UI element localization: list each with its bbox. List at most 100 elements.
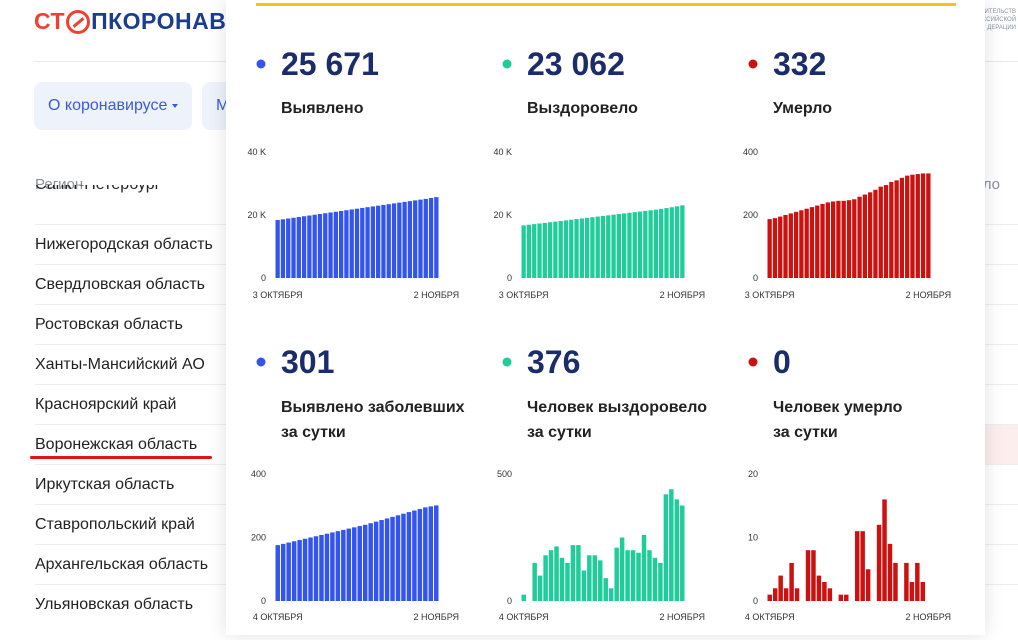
bar	[319, 534, 324, 601]
bar	[889, 181, 894, 278]
bar	[643, 210, 648, 278]
table-header: ло	[982, 176, 1000, 193]
bar	[614, 547, 619, 601]
legend-dot	[748, 357, 758, 367]
bar	[625, 550, 630, 601]
bar	[637, 211, 643, 278]
bar	[632, 212, 637, 278]
gov-text: ДЕРАЦИИ	[987, 25, 1016, 31]
gov-text: ИТЕЛЬСТВ	[984, 9, 1016, 15]
bar	[584, 217, 590, 278]
bar	[308, 537, 313, 601]
bar	[822, 581, 827, 601]
bar	[619, 537, 625, 601]
caption: Выздоровело	[527, 100, 638, 117]
x-tick-label: 3 ОКТЯБРЯ	[745, 290, 795, 300]
bar	[669, 207, 674, 278]
bar	[362, 524, 368, 601]
nav-label: М	[216, 97, 230, 114]
bar	[608, 588, 614, 601]
caption: Человек умерло	[773, 399, 903, 416]
bar	[402, 201, 407, 278]
gov-text: ССИЙСКОЙ	[981, 17, 1016, 23]
bar	[820, 203, 825, 278]
bar	[423, 198, 428, 278]
bar	[659, 208, 664, 278]
caption: Человек выздоровело	[527, 399, 707, 416]
caret	[172, 103, 179, 108]
caption: Выявлено	[281, 100, 364, 117]
bar	[280, 543, 286, 601]
bar	[397, 202, 402, 278]
x-tick-label: 3 ОКТЯБРЯ	[253, 290, 303, 300]
bar	[338, 210, 344, 278]
bar	[344, 210, 349, 278]
bar	[663, 494, 669, 601]
bar	[865, 569, 871, 601]
bar	[587, 555, 592, 601]
x-tick-label: 2 НОЯБРЯ	[660, 612, 706, 622]
region-name: Воронежская область	[35, 436, 198, 453]
bar	[838, 594, 844, 601]
bar	[854, 531, 860, 601]
table-row[interactable]: Санкт-Петербург	[35, 185, 1018, 205]
bar	[910, 174, 915, 278]
bar	[275, 545, 280, 601]
y-tick-label: 20 K	[493, 210, 512, 220]
bar	[323, 213, 328, 278]
nav-button[interactable]: О коронавирусе	[34, 82, 192, 130]
bar	[434, 197, 439, 278]
y-tick-label: 20	[748, 469, 758, 479]
y-tick-label: 0	[261, 596, 266, 606]
bar	[815, 205, 820, 278]
bar	[905, 175, 910, 278]
x-tick-label: 2 НОЯБРЯ	[906, 290, 952, 300]
gov-logo[interactable]: ИТЕЛЬСТВ ССИЙСКОЙ ДЕРАЦИИ	[982, 8, 1016, 32]
bar	[417, 508, 423, 601]
bar	[873, 189, 878, 278]
bar	[542, 222, 547, 278]
bar	[616, 214, 622, 278]
bar	[328, 212, 333, 278]
bar	[915, 174, 920, 278]
bar	[360, 207, 365, 278]
bar	[680, 205, 685, 278]
caption: за сутки	[281, 424, 346, 441]
y-tick-label: 500	[497, 469, 512, 479]
bar	[920, 173, 926, 278]
bar	[386, 204, 391, 278]
bar	[554, 546, 559, 601]
y-tick-label: 400	[251, 469, 266, 479]
headline-value: 332	[773, 46, 826, 82]
bar	[297, 540, 302, 601]
bar	[804, 208, 809, 278]
bar	[793, 211, 799, 278]
bar	[379, 520, 384, 601]
bar	[636, 552, 641, 601]
logo[interactable]: СТ ПКОРОНАВИ	[34, 8, 243, 35]
bar	[407, 201, 413, 278]
bar	[783, 215, 788, 278]
bar	[418, 199, 423, 278]
stats-popup: 25 671 Выявлено 0 20 K 40 K 3 ОКТЯБРЯ 2 НОЯБРЯ…	[226, 0, 985, 635]
legend-dot	[502, 59, 512, 69]
bar	[576, 545, 581, 601]
bar	[370, 206, 376, 278]
bar	[811, 550, 816, 601]
region-name: Красноярский край	[35, 396, 177, 413]
bar	[532, 562, 537, 601]
bar	[794, 588, 800, 601]
bar	[428, 197, 434, 278]
headline-value: 301	[281, 344, 334, 380]
bar	[413, 200, 418, 278]
caption: за сутки	[773, 424, 838, 441]
bar	[669, 489, 674, 601]
caption: Выявлено заболевших	[281, 399, 465, 416]
bar	[553, 221, 558, 278]
bar	[384, 518, 390, 601]
bar	[296, 217, 301, 278]
legend-dot	[502, 357, 512, 367]
region-name: Ульяновская область	[35, 596, 194, 613]
bar	[354, 208, 360, 278]
x-tick-label: 4 ОКТЯБРЯ	[499, 612, 549, 622]
